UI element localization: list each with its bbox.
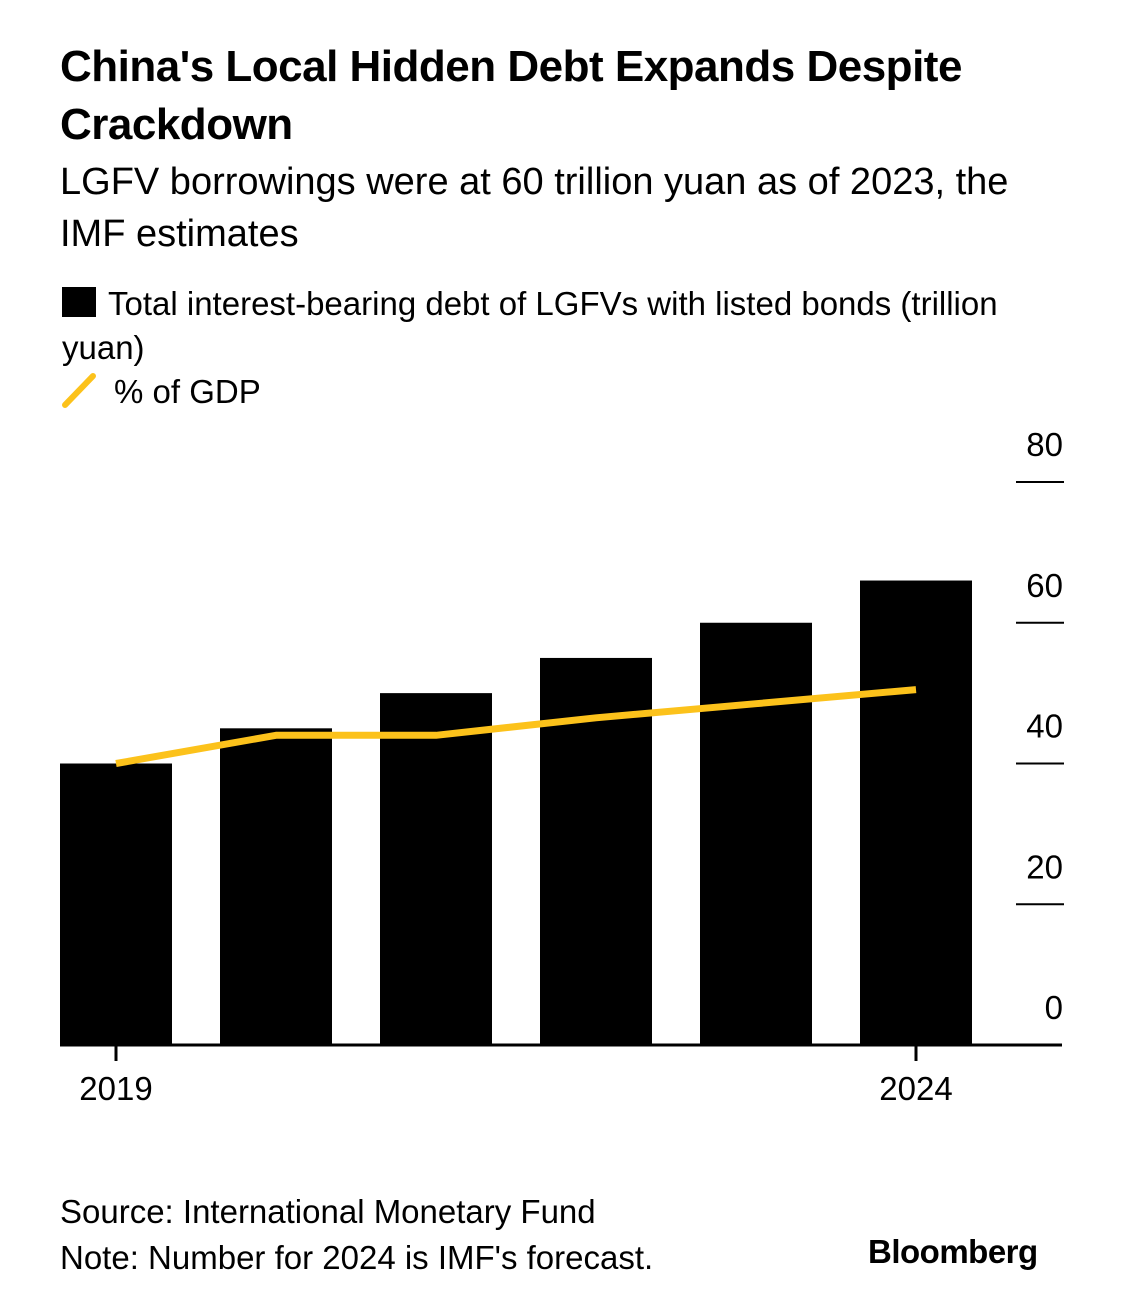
footnote: Note: Number for 2024 is IMF's forecast. (60, 1239, 654, 1276)
y-tick-label-60: 60 (1026, 567, 1063, 604)
bloomberg-logo: Bloomberg (868, 1233, 1038, 1270)
bar-2024 (860, 580, 972, 1045)
legend-bar-entry: Total interest-bearing debt of LGFVs wit… (62, 282, 1042, 370)
x-tick-label-2024: 2024 (879, 1070, 952, 1107)
bar-2021 (380, 693, 492, 1045)
y-tick-label-0: 0 (1045, 989, 1063, 1026)
chart-title: China's Local Hidden Debt Expands Despit… (60, 42, 962, 149)
chart-subtitle: LGFV borrowings were at 60 trillion yuan… (60, 161, 1009, 255)
bar-2023 (700, 622, 812, 1045)
y-tick-label-40: 40 (1026, 708, 1063, 745)
legend-line-swatch (62, 373, 96, 408)
y-tick-label-20: 20 (1026, 848, 1063, 885)
chart-plot: 2019 2024 0 20 40 60 80 (60, 426, 1064, 1107)
legend-line-label: % of GDP (114, 373, 261, 410)
legend-bar-swatch (62, 287, 96, 317)
line-series-gdp-pct (115, 686, 917, 767)
x-tick-label-2019: 2019 (79, 1070, 152, 1107)
bar-2020 (220, 728, 332, 1045)
y-tick-label-80: 80 (1026, 426, 1063, 463)
source-note: Source: International Monetary Fund (60, 1193, 596, 1230)
bar-2019 (60, 763, 172, 1045)
legend-bar-label: Total interest-bearing debt of LGFVs wit… (62, 285, 998, 366)
